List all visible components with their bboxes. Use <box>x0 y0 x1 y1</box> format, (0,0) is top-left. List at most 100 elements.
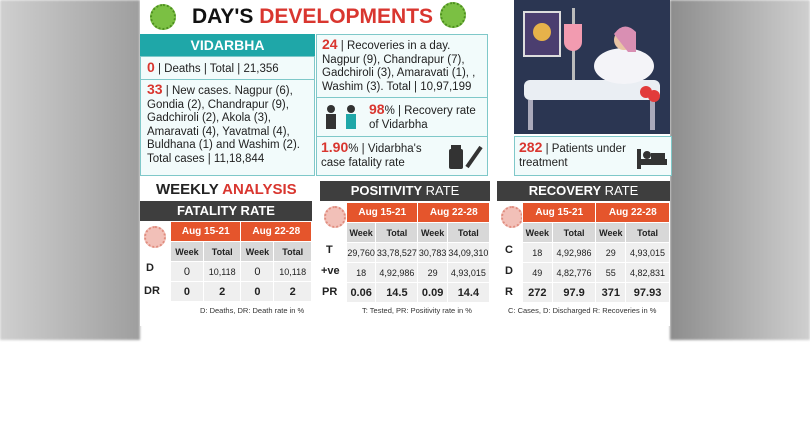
recovery-rate-number: 98 <box>369 101 385 117</box>
table-cell: 0 <box>170 281 204 302</box>
table-cell: 2 <box>202 281 242 302</box>
table-row: 18 4,92,986 29 4,93,015 <box>345 262 491 283</box>
positivity-title: POSITIVITY RATE <box>320 181 490 201</box>
table-cell: 33,78,527 <box>375 242 419 263</box>
table-cell: 14.4 <box>446 282 491 303</box>
deaths-text: | Deaths | Total | 21,356 <box>158 63 279 75</box>
table-cell: 4,82,831 <box>625 262 670 283</box>
patients-number: 282 <box>519 139 543 155</box>
row-label: D <box>505 265 513 277</box>
new-cases-text: | New cases. Nagpur (6), Gondia (2), Cha… <box>147 85 300 165</box>
recovery-note: C: Cases, D: Discharged R: Recoveries in… <box>508 306 657 315</box>
table-cell: 0 <box>170 261 204 282</box>
deaths-number: 0 <box>147 59 155 75</box>
fatality-note: D: Deaths, DR: Death rate in % <box>200 306 305 315</box>
virus-icon <box>144 226 166 248</box>
column-header: Week <box>417 222 448 243</box>
column-header: Week <box>240 241 275 262</box>
table-cell: 29 <box>595 242 627 263</box>
row-label: PR <box>322 286 338 298</box>
patients-text: | Patients under treatment <box>519 143 626 169</box>
hospital-illustration <box>514 0 670 134</box>
column-header: Total <box>625 222 670 243</box>
column-header: Total <box>446 222 491 243</box>
period-header: Aug 22-28 <box>595 202 670 223</box>
table-cell: 272 <box>522 282 553 303</box>
recovery-table: Aug 15-21 Aug 22-28 Week Total Week Tota… <box>521 202 670 303</box>
recoveries-number: 24 <box>322 36 338 52</box>
table-row: 0 2 0 2 <box>170 281 312 302</box>
column-header: Total <box>375 222 419 243</box>
table-row: 29,760 33,78,527 30,783 34,09,310 <box>345 242 491 263</box>
title-part2: DEVELOPMENTS <box>259 5 434 28</box>
column-header: Total <box>202 241 242 262</box>
virus-icon <box>324 206 346 228</box>
medicine-icon <box>449 145 483 169</box>
weekly-part1: WEEKLY <box>156 181 219 198</box>
table-cell: 97.93 <box>625 282 670 303</box>
table-cell: 30,783 <box>417 242 448 263</box>
row-label: C <box>505 244 513 256</box>
column-header: Total <box>273 241 312 262</box>
table-cell: 0 <box>240 281 275 302</box>
deaths-box: 0 | Deaths | Total | 21,356 <box>140 56 315 80</box>
recovery-title-part1: RECOVERY <box>528 183 601 198</box>
cfr-box: 1.90% | Vidarbha's case fatality rate <box>316 136 488 176</box>
patient-bed-icon <box>637 149 667 169</box>
column-header: Week <box>170 241 204 262</box>
table-cell: 14.5 <box>375 282 419 303</box>
cfr-number: 1.90 <box>321 139 349 155</box>
table-cell: 18 <box>345 262 377 283</box>
recovery-title: RECOVERY RATE <box>497 181 670 201</box>
table-cell: 0.09 <box>417 282 448 303</box>
title-part1: DAY'S <box>191 5 254 28</box>
row-label: DR <box>144 285 160 297</box>
table-cell: 2 <box>273 281 312 302</box>
recoveries-box: 24 | Recoveries in a day. Nagpur (9), Ch… <box>316 34 488 98</box>
virus-icon <box>440 2 466 28</box>
recovery-title-part2: RATE <box>604 183 639 198</box>
table-cell: 34,09,310 <box>446 242 491 263</box>
positivity-note: T: Tested, PR: Positivity rate in % <box>362 306 472 315</box>
table-cell: 0.06 <box>345 282 377 303</box>
weekly-analysis-title: WEEKLY ANALYSIS <box>156 180 297 200</box>
blurred-background-left <box>0 0 140 340</box>
table-cell: 29,760 <box>345 242 377 263</box>
cfr-text: % | Vidarbha's case fatality rate <box>321 143 422 169</box>
table-row: 272 97.9 371 97.93 <box>522 282 670 303</box>
table-cell: 4,93,015 <box>625 242 670 263</box>
row-label: T <box>326 244 333 256</box>
period-header: Aug 22-28 <box>240 221 312 242</box>
period-header: Aug 15-21 <box>169 221 242 242</box>
table-cell: 4,93,015 <box>446 262 491 283</box>
positivity-table: Aug 15-21 Aug 22-28 Week Total Week Tota… <box>345 202 491 303</box>
new-cases-box: 33 | New cases. Nagpur (6), Gondia (2), … <box>140 79 315 176</box>
table-cell: 49 <box>522 262 553 283</box>
table-cell: 10,118 <box>202 261 242 282</box>
recovery-rate-text: % | Recovery rate of Vidarbha <box>369 105 476 131</box>
row-label: D <box>146 262 154 274</box>
doctor-icon <box>326 105 356 129</box>
column-header: Week <box>345 222 377 243</box>
virus-icon <box>150 4 176 30</box>
column-header: Week <box>522 222 553 243</box>
table-cell: 0 <box>240 261 275 282</box>
table-cell: 4,82,776 <box>551 262 597 283</box>
table-cell: 371 <box>595 282 627 303</box>
table-cell: 4,92,986 <box>551 242 597 263</box>
table-row: 18 4,92,986 29 4,93,015 <box>522 242 670 263</box>
blurred-background-right <box>670 0 810 340</box>
table-cell: 4,92,986 <box>375 262 419 283</box>
new-cases-number: 33 <box>147 81 163 97</box>
period-header: Aug 15-21 <box>521 202 597 223</box>
patients-box: 282 | Patients under treatment <box>514 136 672 176</box>
fatality-title: FATALITY RATE <box>140 201 312 221</box>
region-label: VIDARBHA <box>140 34 315 56</box>
virus-icon <box>501 206 523 228</box>
table-cell: 18 <box>522 242 553 263</box>
table-cell: 97.9 <box>551 282 597 303</box>
positivity-title-part1: POSITIVITY <box>350 183 422 198</box>
weekly-part2: ANALYSIS <box>222 181 297 198</box>
page-title: DAY'S DEVELOPMENTS <box>140 0 485 34</box>
infographic-card: DAY'S DEVELOPMENTS VIDARBHA 0 | Deaths |… <box>140 0 672 326</box>
